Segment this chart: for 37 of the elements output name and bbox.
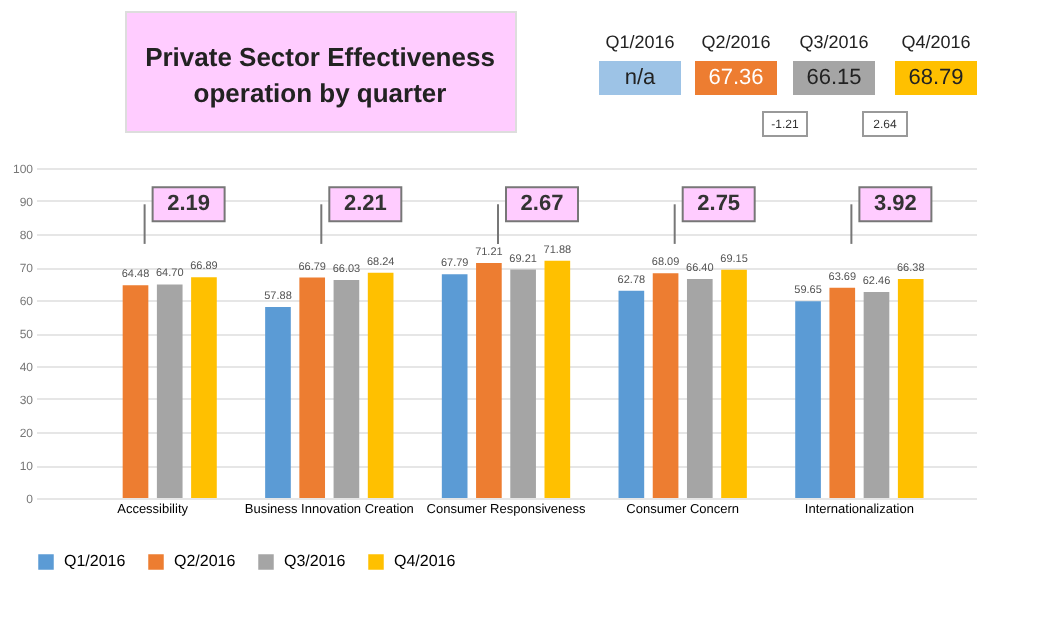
legend-label: Q2/2016 bbox=[174, 552, 237, 570]
legend-label: Q1/2016 bbox=[64, 552, 127, 570]
bar bbox=[265, 307, 291, 498]
bar bbox=[367, 272, 394, 498]
bar bbox=[299, 277, 326, 498]
bar bbox=[686, 278, 713, 498]
bar bbox=[897, 278, 924, 498]
chart-title: Private Sector Effectiveness operation by quarter bbox=[145, 42, 495, 108]
bar bbox=[510, 269, 536, 498]
legend-label: Q4/2016 bbox=[394, 552, 457, 570]
annotation: 2.75 bbox=[697, 192, 741, 217]
annotation: 2.21 bbox=[343, 192, 387, 217]
text: Q2/2016 bbox=[701, 32, 771, 52]
bar bbox=[476, 263, 502, 498]
bar bbox=[544, 260, 571, 498]
legend-label: Q3/2016 bbox=[284, 552, 347, 570]
text: Q3/2016 bbox=[799, 32, 869, 52]
bar bbox=[829, 287, 856, 498]
bar bbox=[333, 280, 360, 498]
annotation: 2.67 bbox=[520, 192, 564, 217]
text: Q4/2016 bbox=[901, 32, 971, 52]
bar bbox=[618, 290, 645, 498]
bar bbox=[156, 284, 183, 498]
bar bbox=[122, 285, 149, 498]
bar bbox=[441, 274, 468, 498]
annotation: 2.19 bbox=[167, 192, 211, 217]
bar bbox=[652, 273, 679, 498]
bar bbox=[795, 301, 821, 498]
bar bbox=[721, 269, 747, 498]
annotation: 3.92 bbox=[873, 192, 917, 217]
text: n/a bbox=[624, 66, 658, 90]
text: 68.79 bbox=[908, 66, 964, 90]
text: 66.15 bbox=[806, 66, 862, 90]
bar bbox=[191, 277, 217, 498]
text: 67.36 bbox=[708, 66, 764, 90]
bar bbox=[863, 291, 890, 498]
text: Q1/2016 bbox=[605, 32, 675, 52]
